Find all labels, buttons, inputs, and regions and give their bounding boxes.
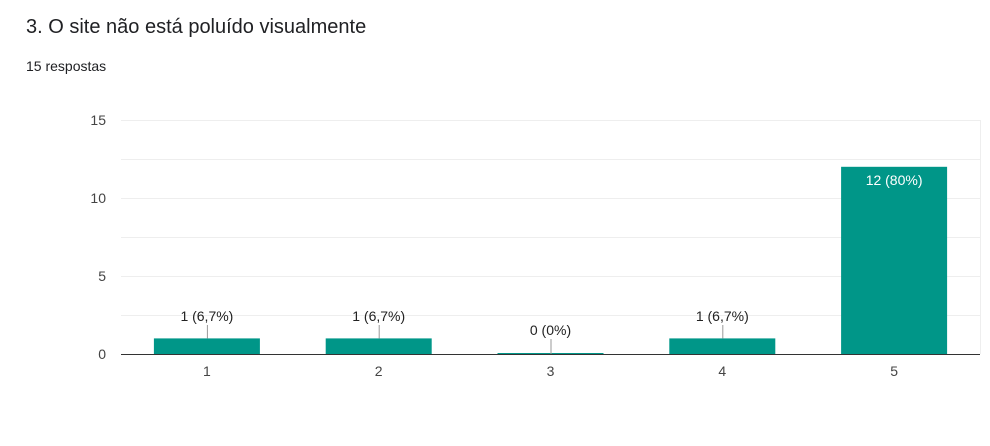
x-tick-label: 5 (890, 363, 898, 379)
data-label: 1 (6,7%) (696, 308, 749, 324)
y-tick-label: 10 (90, 190, 106, 206)
x-tick-label: 3 (547, 363, 555, 379)
y-tick-label: 0 (98, 346, 106, 362)
y-tick-label: 15 (90, 112, 106, 128)
data-label: 12 (80%) (866, 172, 923, 188)
bar (153, 338, 260, 354)
bar (325, 338, 432, 354)
question-title: 3. O site não está poluído visualmente (26, 16, 367, 38)
bar (669, 338, 776, 354)
x-tick-label: 2 (375, 363, 383, 379)
data-label: 0 (0%) (530, 322, 571, 338)
data-label: 1 (6,7%) (352, 308, 405, 324)
x-tick-label: 1 (203, 363, 211, 379)
y-tick-label: 5 (98, 268, 106, 284)
response-count: 15 respostas (26, 58, 107, 74)
data-label: 1 (6,7%) (180, 308, 233, 324)
bar (841, 166, 948, 354)
x-tick-label: 4 (718, 363, 726, 379)
